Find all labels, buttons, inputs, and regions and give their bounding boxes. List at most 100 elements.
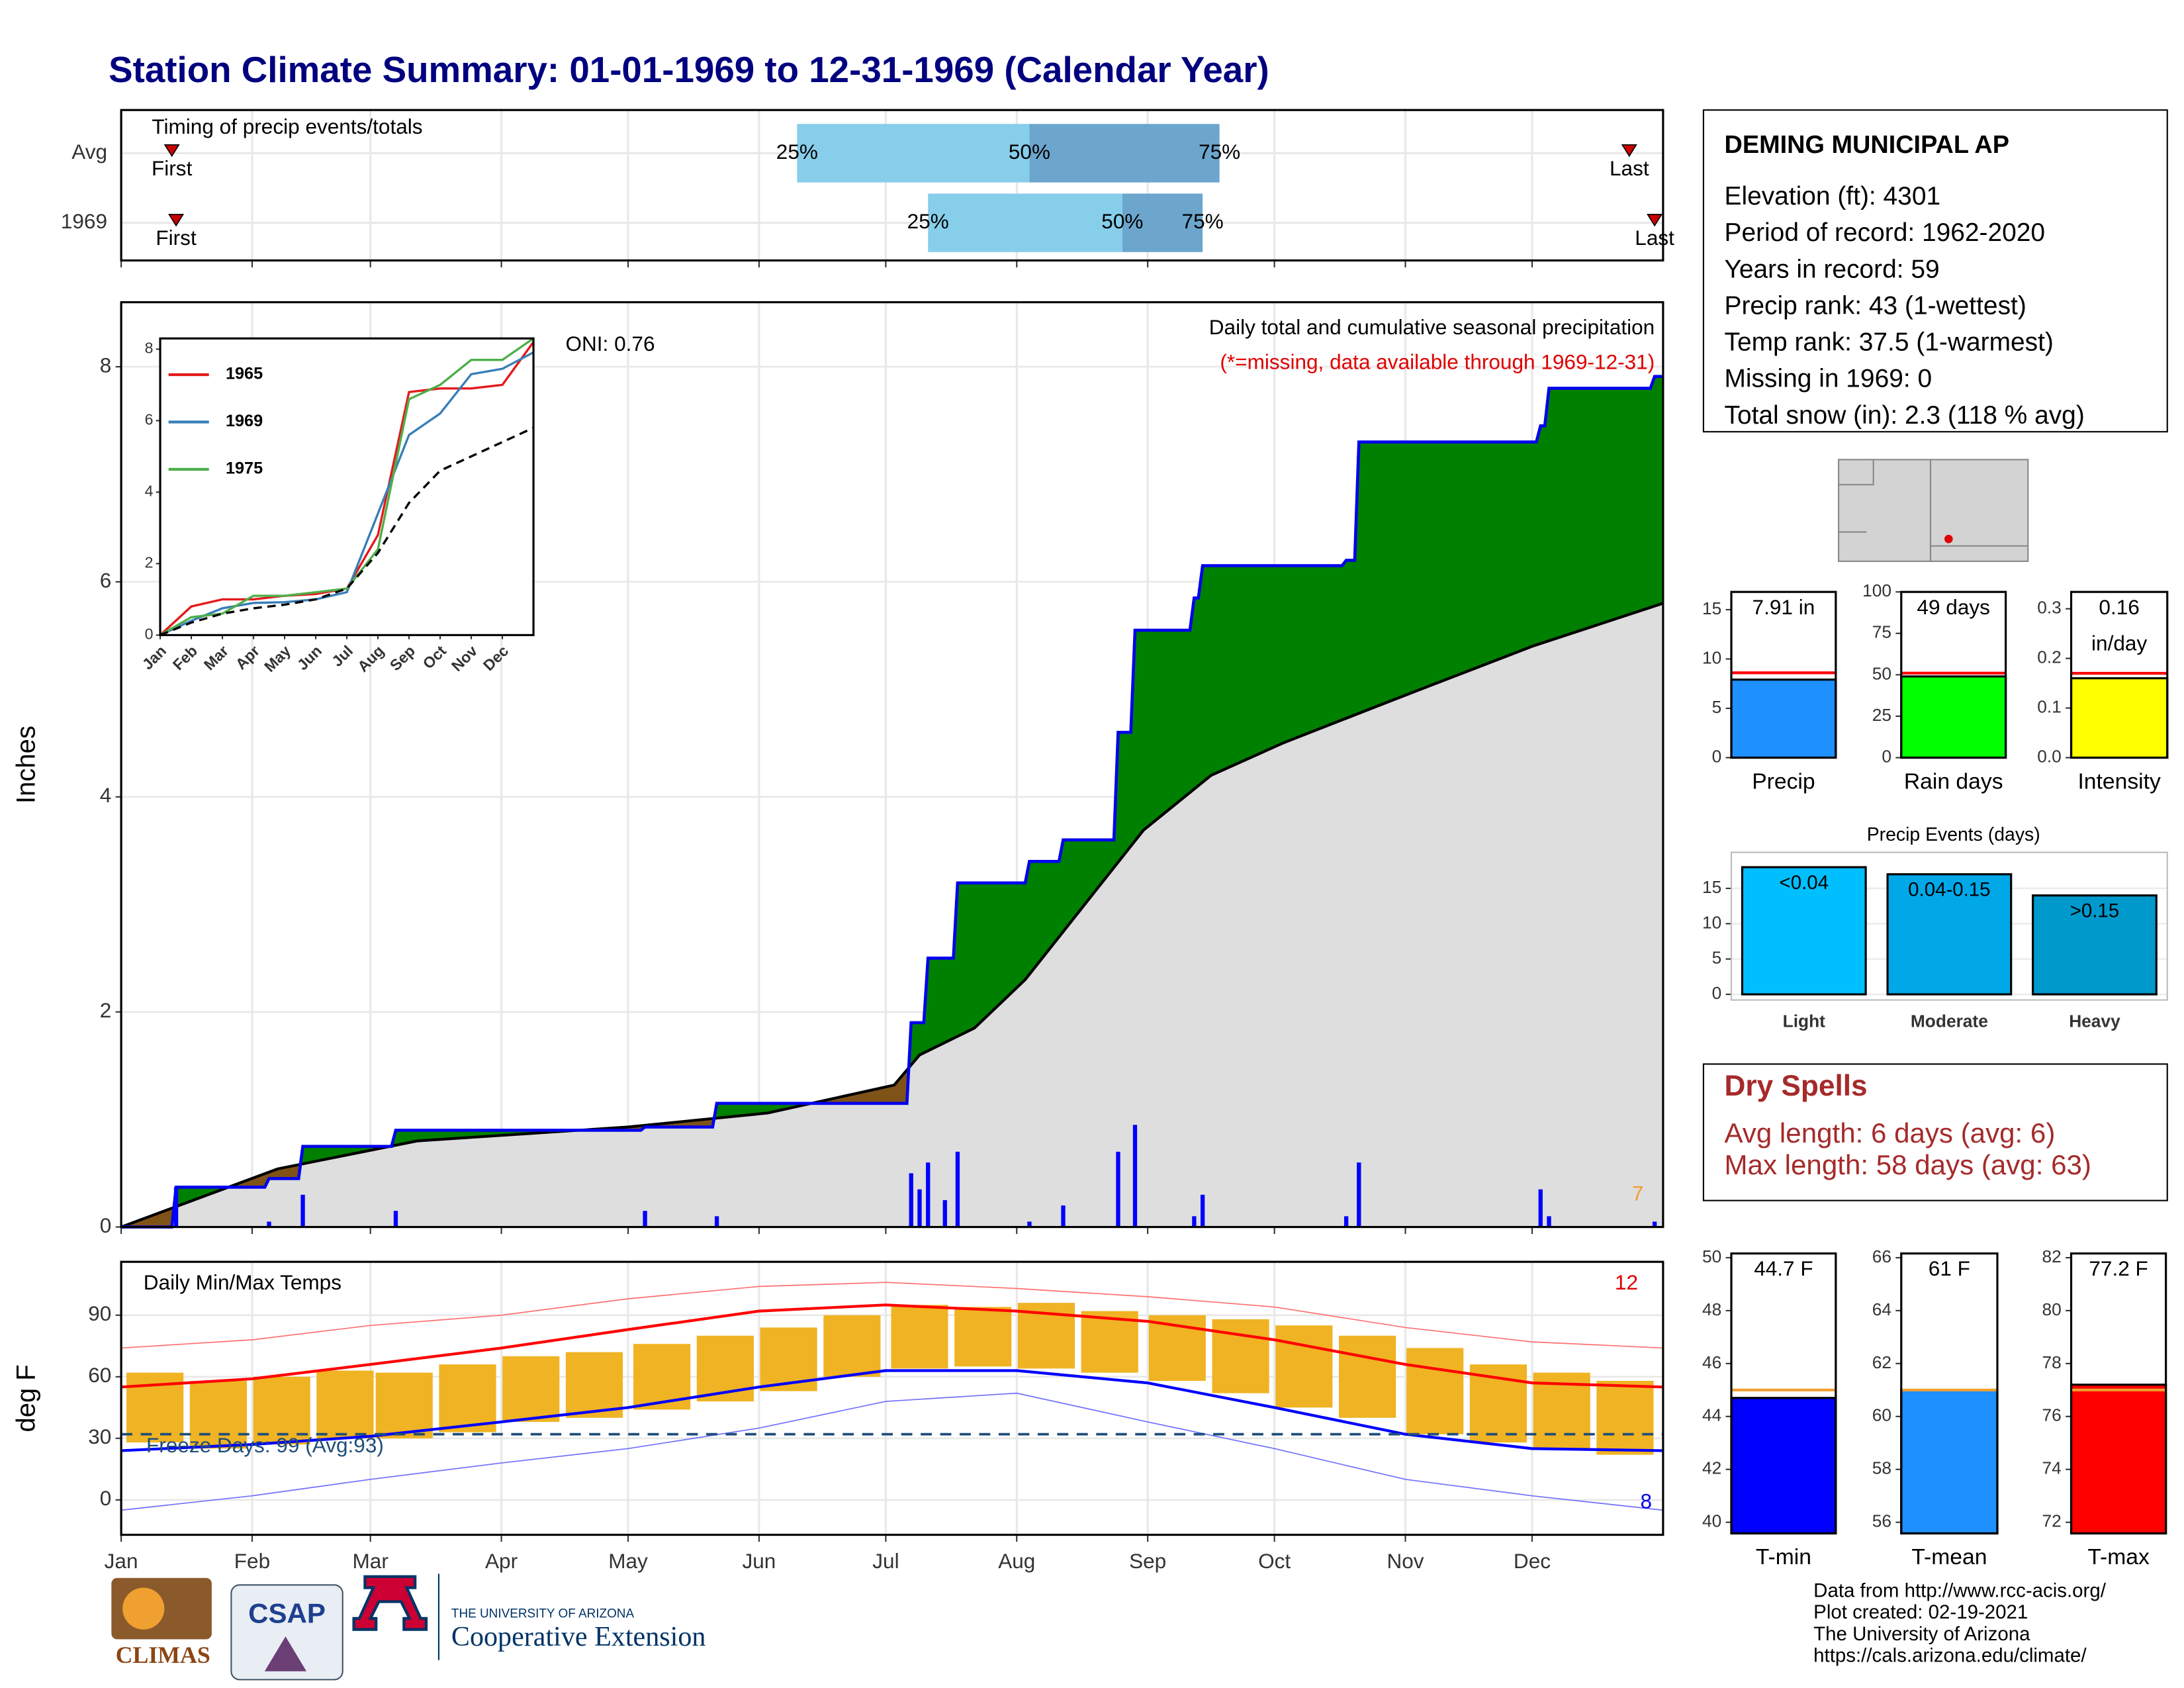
daily-precip-bar [942,1199,947,1227]
station-info: Temp rank: 37.5 (1-warmest) [1724,328,2053,357]
legend-label: 1975 [226,459,263,478]
chart-title: T-max [2087,1545,2150,1570]
y-tick-label: 0 [100,1213,112,1237]
daily-precip-bar [267,1221,271,1227]
marker-label: Last [1635,226,1674,250]
climas-text: CLIMAS [116,1642,210,1668]
station-box [1702,109,2168,433]
daily-temp-bar [891,1305,948,1369]
bar-label: >0.15 [2070,900,2120,922]
quartile-label: 50% [1009,140,1050,164]
event-marker [163,144,180,158]
daily-temp-bar [439,1364,496,1432]
chart-title: Rain days [1904,769,2003,794]
temp-line [121,1282,1663,1349]
y-tick-label: 80 [2042,1299,2062,1319]
summary-bar [1900,1389,1999,1535]
daily-precip-bar [1344,1216,1349,1227]
summary-bar [1900,675,2007,759]
daily-temp-bar [375,1372,433,1438]
daily-precip-bar [917,1189,922,1227]
plot-frame [159,337,535,636]
min-count: 8 [1640,1489,1652,1513]
summary-bar [2070,677,2169,759]
footer-line: Data from http://www.rcc-acis.org/ [1813,1580,2107,1602]
y-tick-label: 42 [1702,1458,1721,1478]
y-tick-label: 72 [2042,1511,2062,1531]
daily-precip-bar [1547,1216,1551,1227]
marker-label: First [156,226,197,250]
ua-logo [352,1575,428,1631]
y-tick-label: 5 [1712,697,1722,717]
panel-title: Daily Min/Max Temps [144,1270,341,1294]
y-tick-label: 40 [1702,1511,1721,1531]
temp-line [120,1303,1663,1389]
plot-frame [1900,1252,1999,1535]
panel-title: Timing of precip events/totals [152,115,422,138]
oni-label: ONI: 0.76 [565,332,655,355]
y-tick-label: 10 [1702,912,1721,932]
footer-line: https://cals.arizona.edu/climate/ [1813,1644,2087,1666]
y-tick-label: 5 [1712,948,1722,968]
station-info: Total snow (in): 2.3 (118 % avg) [1724,401,2084,430]
quartile-label: 25% [776,140,818,164]
daily-precip-bar [643,1211,647,1227]
y-tick-label: 0.0 [2037,747,2062,767]
station-info: Missing in 1969: 0 [1724,365,1932,393]
plot-frame [1900,590,2007,759]
normal-line [120,602,1664,1229]
dry-spells-info: Max length: 58 days (avg: 63) [1724,1149,2091,1180]
y-tick-label: 62 [1872,1352,1891,1372]
y-tick-label: 8 [100,353,112,377]
y-tick-label: 64 [1872,1299,1891,1319]
inset-line [159,351,534,636]
dry-spells-title: Dry Spells [1724,1070,1867,1102]
y-tick-label: 0 [145,626,154,643]
chart-title: Intensity [2077,769,2161,794]
plot-frame [1730,590,1837,759]
x-tick-label: May [608,1549,648,1573]
y-tick-label: 8 [145,340,154,357]
plot-frame [1730,851,2168,1001]
y-tick-label: 66 [1872,1246,1891,1266]
y-tick-label: 58 [1872,1458,1891,1478]
value-label: 7.91 in [1752,595,1815,619]
event-marker [1621,144,1637,158]
daily-temp-bar [189,1381,247,1449]
x-tick-label: Sep [1129,1549,1166,1573]
ua-text: THE UNIVERSITY OF ARIZONA [451,1607,635,1620]
y-tick-label: 76 [2042,1405,2062,1425]
daily-precip-bar [1652,1221,1657,1227]
station-info: Period of record: 1962-2020 [1724,218,2045,247]
chart-title: Precip Events (days) [1867,824,2040,845]
unit-label: in/day [2091,631,2147,655]
y-tick-label: 4 [100,783,112,807]
page-title: Station Climate Summary: 01-01-1969 to 1… [109,49,1269,90]
subtitle: Daily total and cumulative seasonal prec… [1209,315,1655,339]
quartile-bar [1029,124,1220,183]
daily-precip-bar [714,1216,719,1227]
legend-label: 1965 [226,365,263,383]
x-tick-label: Dec [1514,1549,1551,1573]
temp-line [121,1369,1663,1452]
plot-frame [120,301,1664,1229]
x-tick-label: Heavy [2069,1011,2120,1031]
y-tick-label: 0.1 [2037,697,2062,717]
y-tick-label: 60 [88,1363,111,1387]
quartile-bar [797,124,1030,183]
footer-line: The University of Arizona [1813,1623,2030,1645]
y-tick-label: 0 [1712,983,1722,1003]
bar-label: 0.04-0.15 [1908,879,1990,901]
y-tick-label: 2 [145,554,154,571]
daily-precip-bar [1132,1125,1138,1227]
event-bar [1886,873,2013,996]
y-tick-label: 25 [1872,705,1891,725]
bar-label: <0.04 [1780,872,1829,894]
x-tick-label: Jan [105,1549,138,1573]
y-tick-label: 0 [1882,747,1891,767]
summary-bar [1730,1397,1837,1535]
daily-precip-bar [1027,1221,1032,1227]
y-tick-label: 0.3 [2037,598,2062,618]
daily-temp-bar [1212,1319,1269,1393]
y-tick-label: 44 [1702,1405,1721,1425]
